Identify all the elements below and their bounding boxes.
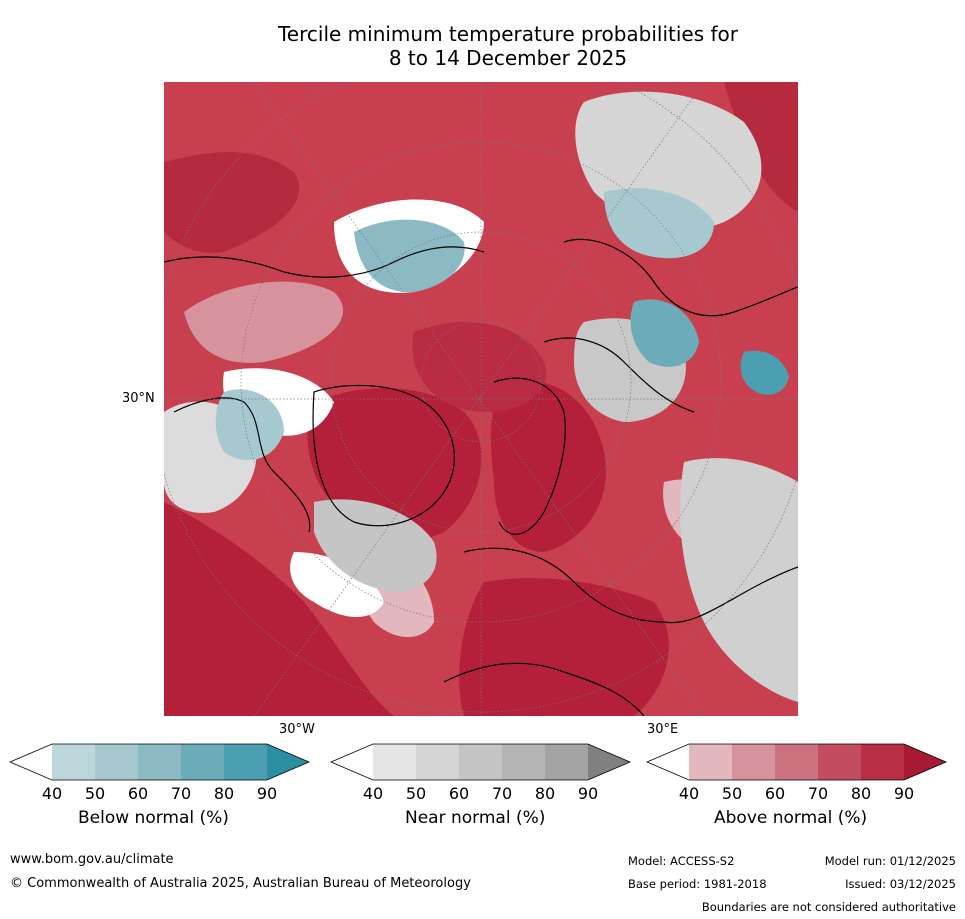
region-blue-east-asia — [630, 299, 699, 367]
colorbar-segment — [95, 744, 138, 780]
colorbar-tick-label: 90 — [577, 784, 599, 803]
colorbar-near-normal: Near normal (%) 40 50 60 70 80 90 — [329, 743, 632, 834]
region-blue-siberia — [604, 188, 714, 259]
colorbar-segment — [732, 744, 775, 780]
colorbar-arrow-low — [10, 744, 52, 780]
colorbar-arrow-high — [588, 744, 630, 780]
region-white-east-atlantic — [290, 552, 384, 617]
region-deep-red-scandinavia — [491, 380, 606, 552]
colorbar-segment — [775, 744, 818, 780]
colorbar-tick-label: 40 — [362, 784, 384, 803]
colorbar-tick-label: 70 — [807, 784, 829, 803]
colorbar-arrow-low — [331, 744, 373, 780]
colorbar-tick-label: 90 — [256, 784, 278, 803]
probability-map — [164, 82, 798, 716]
colorbar-below-normal-swatches — [8, 743, 311, 781]
colorbar-above-normal-swatches — [645, 743, 948, 781]
map-title-line-2: 8 to 14 December 2025 — [388, 46, 628, 70]
colorbar-tick-label: 80 — [850, 784, 872, 803]
region-deep-red-west — [164, 502, 394, 716]
colorbar-arrow-high — [267, 744, 309, 780]
colorbar-tick-label: 60 — [127, 784, 149, 803]
region-light-pink-ring — [184, 281, 344, 363]
footer-base-period: Base period: 1981-2018 — [628, 877, 767, 891]
colorbar-outline — [329, 743, 632, 781]
colorbar-tick-label: 80 — [213, 784, 235, 803]
lon-30w-label: 30°W — [279, 722, 315, 737]
colorbar-segment — [818, 744, 861, 780]
colorbar-arrow-low — [647, 744, 689, 780]
colorbar-tick-label: 60 — [764, 784, 786, 803]
colorbar-above-normal: Above normal (%) 40 50 60 70 80 90 — [645, 743, 948, 834]
colorbar-outline — [8, 743, 311, 781]
colorbar-segment — [416, 744, 459, 780]
lon-30e-label: 30°E — [647, 722, 679, 737]
colorbar-tick-label: 80 — [534, 784, 556, 803]
colorbar-tick-label: 50 — [84, 784, 106, 803]
region-grey-atlantic — [314, 499, 437, 592]
colorbar-segment — [459, 744, 502, 780]
colorbar-segment — [52, 744, 95, 780]
graticule — [164, 82, 798, 716]
footer-disclaimer: Boundaries are not considered authoritat… — [701, 900, 956, 914]
colorbar-segment — [545, 744, 588, 780]
footer-model-run: Model run: 01/12/2025 — [824, 854, 956, 868]
colorbar-segment — [181, 744, 224, 780]
colorbar-tick-label: 50 — [405, 784, 427, 803]
colorbar-tick-label: 60 — [448, 784, 470, 803]
colorbar-segment — [138, 744, 181, 780]
map-title-line-1: Tercile minimum temperature probabilitie… — [277, 22, 739, 46]
region-deep-red-northwest — [164, 152, 300, 253]
colorbar-tick-label: 70 — [491, 784, 513, 803]
region-blue-ne-corner — [740, 350, 789, 395]
colorbar-arrow-high — [904, 744, 946, 780]
colorbar-segment — [861, 744, 904, 780]
region-deep-red-northeast — [724, 82, 798, 212]
footer-url: www.bom.gov.au/climate — [10, 852, 174, 867]
region-blue-hudson — [215, 389, 284, 461]
colorbar-tick-label: 70 — [170, 784, 192, 803]
colorbar-below-normal-label: Below normal (%) — [78, 808, 229, 828]
colorbar-segment — [689, 744, 732, 780]
coastlines — [164, 238, 798, 716]
region-deep-red-europe — [459, 578, 669, 716]
colorbar-tick-label: 90 — [893, 784, 915, 803]
colorbar-below-normal: Below normal (%) 40 50 60 70 80 90 — [8, 743, 311, 834]
region-grey-southeast — [680, 458, 798, 702]
colorbar-above-normal-label: Above normal (%) — [714, 808, 868, 828]
lat-30n-label: 30°N — [122, 391, 155, 406]
colorbar-outline — [645, 743, 948, 781]
region-deep-red-arctic — [412, 322, 546, 412]
colorbar-segment — [502, 744, 545, 780]
footer-model: Model: ACCESS-S2 — [628, 854, 735, 868]
colorbar-tick-label: 40 — [41, 784, 63, 803]
region-blue-canada — [354, 219, 465, 293]
colorbar-tick-label: 40 — [678, 784, 700, 803]
footer-copyright: © Commonwealth of Australia 2025, Austra… — [10, 876, 471, 891]
colorbar-near-normal-label: Near normal (%) — [405, 808, 546, 828]
colorbar-near-normal-swatches — [329, 743, 632, 781]
colorbar-segment — [373, 744, 416, 780]
colorbar-tick-label: 50 — [721, 784, 743, 803]
colorbar-segment — [224, 744, 267, 780]
footer-issued: Issued: 03/12/2025 — [845, 877, 956, 891]
